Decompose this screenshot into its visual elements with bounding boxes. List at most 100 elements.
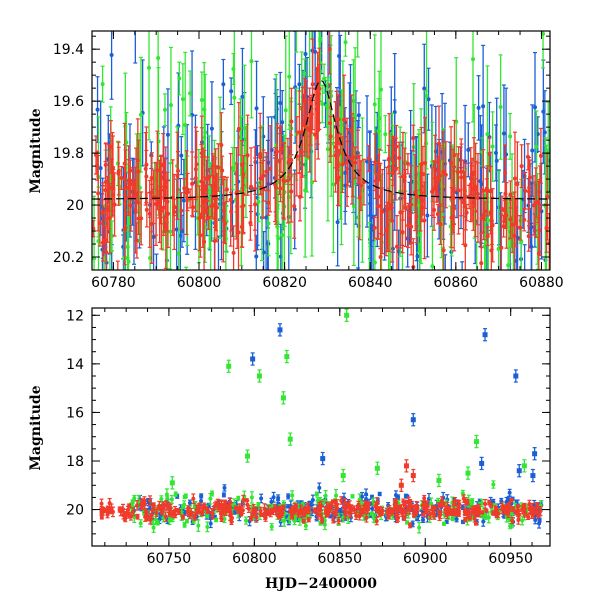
data-point xyxy=(425,213,430,218)
data-point xyxy=(269,499,274,504)
data-point xyxy=(515,321,519,325)
data-point xyxy=(547,241,550,246)
data-point xyxy=(545,194,550,199)
data-point xyxy=(491,482,496,487)
data-point xyxy=(403,205,408,210)
data-point xyxy=(98,166,103,171)
data-point xyxy=(116,171,121,176)
data-point xyxy=(333,144,338,149)
data-point xyxy=(490,144,495,149)
data-point xyxy=(289,119,294,124)
data-point xyxy=(432,207,437,212)
data-point xyxy=(96,191,101,196)
data-point xyxy=(162,107,167,112)
data-point xyxy=(104,250,109,255)
data-point xyxy=(385,223,390,228)
data-point xyxy=(165,211,170,216)
data-point xyxy=(210,184,215,189)
data-point xyxy=(499,323,503,327)
data-point xyxy=(508,217,513,222)
data-point xyxy=(537,228,542,233)
data-point xyxy=(110,165,115,170)
data-point xyxy=(260,316,264,320)
data-point xyxy=(178,233,183,238)
data-point xyxy=(316,101,321,106)
data-point xyxy=(264,215,269,220)
data-point xyxy=(181,198,186,203)
data-point xyxy=(294,25,298,29)
data-point xyxy=(119,175,124,180)
data-point xyxy=(454,517,459,522)
data-point xyxy=(122,227,127,232)
data-point xyxy=(484,186,489,191)
data-point xyxy=(390,170,395,175)
x-tick-label: 60800 xyxy=(177,275,222,291)
data-point xyxy=(259,496,264,501)
data-point xyxy=(405,161,410,166)
data-point xyxy=(258,152,263,157)
data-point xyxy=(208,521,213,526)
data-point xyxy=(449,215,454,220)
data-point xyxy=(201,190,206,195)
series-red xyxy=(92,31,550,270)
data-point xyxy=(460,319,464,323)
data-point xyxy=(254,106,259,111)
data-point xyxy=(426,97,431,102)
data-point xyxy=(266,200,271,205)
data-point xyxy=(333,493,338,498)
data-point xyxy=(376,194,381,199)
data-point xyxy=(413,190,418,195)
data-point xyxy=(515,182,520,187)
data-point xyxy=(481,188,486,193)
data-point xyxy=(199,498,204,503)
data-point xyxy=(309,180,314,185)
data-point xyxy=(280,233,285,238)
data-point xyxy=(413,335,417,339)
data-point xyxy=(397,156,402,161)
data-point xyxy=(155,520,160,525)
top-panel-data-series xyxy=(92,25,550,340)
data-point xyxy=(400,230,405,235)
data-point xyxy=(173,492,178,497)
data-point xyxy=(278,147,283,152)
data-point xyxy=(285,178,290,183)
data-point xyxy=(512,176,517,181)
data-point xyxy=(205,524,210,529)
data-point xyxy=(287,74,292,79)
data-point xyxy=(366,156,371,161)
data-point xyxy=(449,160,454,165)
data-point xyxy=(232,502,237,507)
data-point xyxy=(221,82,226,87)
data-point xyxy=(238,135,243,140)
data-point xyxy=(376,128,381,133)
data-point xyxy=(315,498,320,503)
data-point xyxy=(143,166,148,171)
data-point xyxy=(168,229,173,234)
y-tick-label: 20.2 xyxy=(53,250,84,266)
data-point xyxy=(406,223,411,228)
data-point xyxy=(297,130,302,135)
data-point xyxy=(231,66,236,71)
data-point xyxy=(236,126,241,131)
data-point xyxy=(471,57,476,62)
data-point xyxy=(498,105,503,110)
data-point xyxy=(531,203,536,208)
data-point xyxy=(109,53,114,58)
data-point xyxy=(196,523,201,528)
data-point xyxy=(220,297,224,301)
data-point xyxy=(476,105,481,110)
data-point xyxy=(221,492,226,497)
data-point xyxy=(273,185,278,190)
data-point xyxy=(302,123,307,128)
data-point xyxy=(280,120,285,125)
data-point xyxy=(500,336,504,340)
data-point xyxy=(390,218,395,223)
data-point xyxy=(132,496,137,501)
data-point xyxy=(290,493,295,498)
data-point xyxy=(418,284,422,288)
data-point xyxy=(276,236,281,241)
data-point xyxy=(220,168,225,173)
data-point xyxy=(442,521,447,526)
data-point xyxy=(343,40,348,45)
